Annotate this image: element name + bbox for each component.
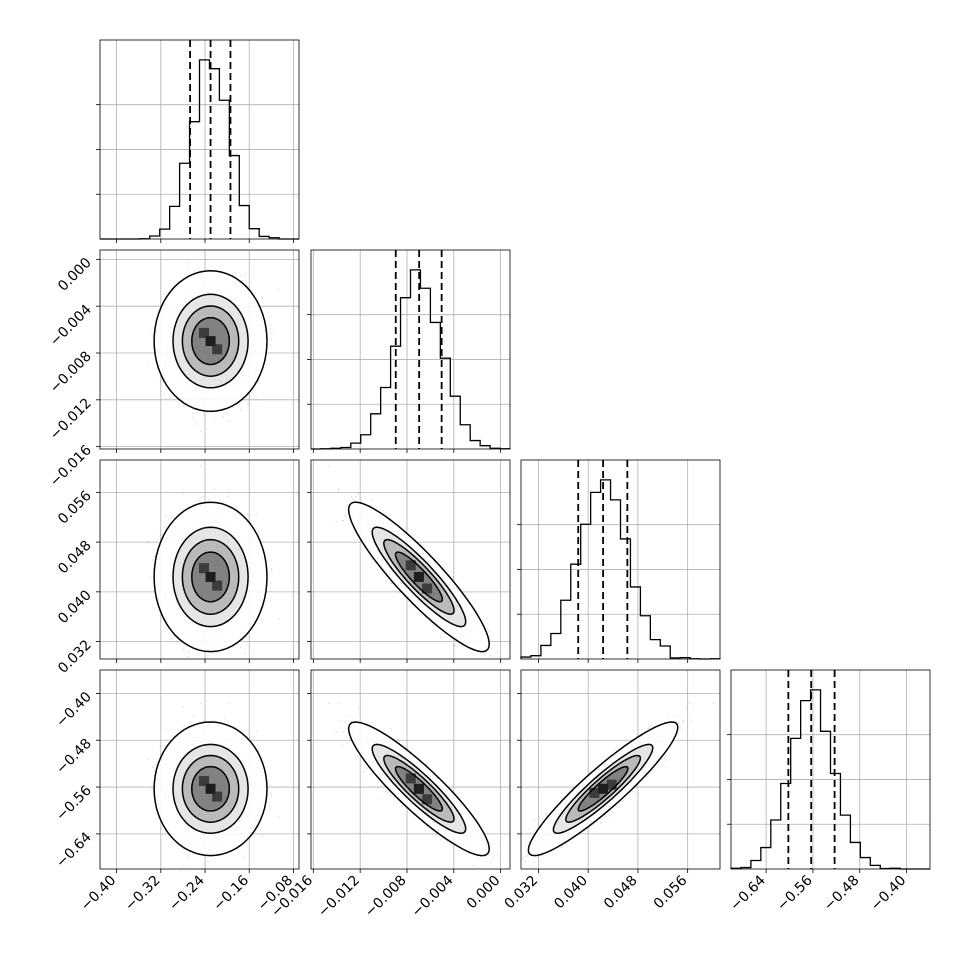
contour-line xyxy=(153,270,268,413)
scatter-point xyxy=(226,495,229,498)
scatter-point xyxy=(240,275,242,277)
scatter-point xyxy=(261,297,263,299)
scatter-point xyxy=(244,273,246,276)
scatter-point xyxy=(269,328,272,330)
scatter-point xyxy=(202,414,205,416)
scatter-panel-3-1 xyxy=(99,459,300,660)
panel-frame xyxy=(520,459,721,660)
scatter-point xyxy=(269,323,271,326)
scatter-point xyxy=(151,335,154,337)
scatter-point xyxy=(207,268,209,271)
scatter-point xyxy=(186,266,189,268)
scatter-point xyxy=(200,430,202,433)
x-tick-label: −0.48 xyxy=(821,873,863,915)
y-tick-label: −0.004 xyxy=(47,302,95,350)
histogram-panel-2 xyxy=(307,249,511,450)
scatter-point xyxy=(247,403,249,406)
scatter-point xyxy=(183,404,185,407)
panel-content xyxy=(100,460,299,659)
y-tick-label: 0.000 xyxy=(55,255,95,295)
scatter-point xyxy=(213,420,216,423)
scatter-point xyxy=(170,515,173,518)
contour-line xyxy=(191,316,231,366)
scatter-point xyxy=(255,399,258,401)
scatter-point xyxy=(200,465,202,468)
scatter-point xyxy=(162,292,165,295)
panel-frame xyxy=(99,39,300,240)
histogram-step xyxy=(730,689,930,870)
histogram-panel-4 xyxy=(727,669,931,870)
scatter-point xyxy=(146,362,149,364)
scatter-point xyxy=(192,416,194,419)
scatter-point xyxy=(222,415,225,418)
scatter-point xyxy=(270,337,273,340)
scatter-point xyxy=(234,272,237,274)
scatter-point xyxy=(149,332,152,335)
scatter-panel-2-1 xyxy=(99,249,300,450)
scatter-point xyxy=(277,289,280,291)
scatter-point xyxy=(239,409,242,412)
scatter-point xyxy=(269,343,272,346)
panel-frame xyxy=(730,669,931,870)
x-tick-label: −0.40 xyxy=(868,873,910,915)
histogram-step xyxy=(520,479,721,660)
panel-content xyxy=(100,250,299,449)
scatter-point xyxy=(271,332,273,334)
scatter-point xyxy=(248,394,251,397)
scatter-point xyxy=(163,394,166,397)
scatter-point xyxy=(201,251,204,254)
x-tick-label: −0.64 xyxy=(727,872,769,914)
scatter-point xyxy=(193,412,195,415)
histogram-panel-1 xyxy=(96,39,300,240)
x-tick-label: −0.56 xyxy=(774,872,816,914)
scatter-point xyxy=(257,380,260,382)
histogram-step xyxy=(311,269,511,450)
histogram-panel-3 xyxy=(517,459,721,660)
contour-line xyxy=(172,293,249,389)
contour-line xyxy=(181,305,240,377)
density-cell xyxy=(212,344,223,355)
scatter-point xyxy=(226,412,228,415)
panel-frame xyxy=(99,249,300,450)
scatter-point xyxy=(187,261,190,264)
y-tick-label: −0.016 xyxy=(47,442,95,490)
scatter-point xyxy=(228,420,230,423)
density-cell xyxy=(205,336,216,347)
scatter-point xyxy=(232,406,234,409)
y-tick-label: −0.008 xyxy=(47,349,95,397)
scatter-point xyxy=(165,397,167,400)
scatter-point xyxy=(193,270,195,272)
panel-frame xyxy=(310,249,511,450)
density-cell xyxy=(198,327,209,338)
scatter-point xyxy=(241,279,244,282)
y-tick-label: −0.012 xyxy=(47,395,95,443)
scatter-point xyxy=(159,380,161,383)
scatter-point xyxy=(196,423,199,425)
